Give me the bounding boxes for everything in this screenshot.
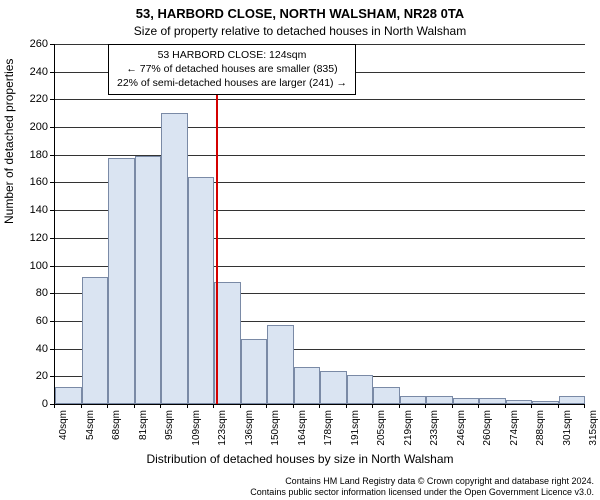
xtick-mark — [372, 404, 373, 408]
xtick-mark — [134, 404, 135, 408]
ytick-label: 100 — [18, 260, 48, 272]
annotation-line1: 53 HARBORD CLOSE: 124sqm — [117, 48, 347, 62]
bar — [506, 400, 533, 404]
reference-line — [216, 44, 218, 404]
xtick-mark — [531, 404, 532, 408]
ytick-label: 60 — [18, 315, 48, 327]
ytick-label: 200 — [18, 121, 48, 133]
ytick-mark — [50, 210, 54, 211]
x-axis-label: Distribution of detached houses by size … — [0, 452, 600, 466]
ytick-label: 220 — [18, 93, 48, 105]
bar — [373, 387, 400, 404]
bar — [320, 371, 347, 404]
bar — [347, 375, 374, 404]
xtick-mark — [293, 404, 294, 408]
ytick-mark — [50, 238, 54, 239]
xtick-mark — [81, 404, 82, 408]
xtick-mark — [187, 404, 188, 408]
annotation-line3: 22% of semi-detached houses are larger (… — [117, 76, 347, 90]
ytick-label: 120 — [18, 232, 48, 244]
xtick-mark — [107, 404, 108, 408]
xtick-mark — [319, 404, 320, 408]
ytick-mark — [50, 182, 54, 183]
ytick-mark — [50, 155, 54, 156]
bar — [294, 367, 321, 404]
bar — [188, 177, 215, 404]
gridline — [55, 99, 585, 100]
annotation-box: 53 HARBORD CLOSE: 124sqm ← 77% of detach… — [108, 44, 356, 95]
bar — [267, 325, 294, 404]
bar — [426, 396, 453, 404]
footer-line2: Contains public sector information licen… — [250, 487, 594, 498]
xtick-mark — [478, 404, 479, 408]
ytick-label: 260 — [18, 38, 48, 50]
ytick-mark — [50, 99, 54, 100]
ytick-label: 80 — [18, 287, 48, 299]
ytick-label: 20 — [18, 370, 48, 382]
ytick-label: 160 — [18, 176, 48, 188]
ytick-label: 40 — [18, 343, 48, 355]
chart-subtitle: Size of property relative to detached ho… — [0, 24, 600, 38]
chart-title: 53, HARBORD CLOSE, NORTH WALSHAM, NR28 0… — [0, 6, 600, 21]
plot-area — [54, 44, 585, 405]
ytick-mark — [50, 44, 54, 45]
ytick-mark — [50, 293, 54, 294]
bar — [241, 339, 268, 404]
xtick-mark — [584, 404, 585, 408]
gridline — [55, 127, 585, 128]
ytick-mark — [50, 349, 54, 350]
bar — [135, 156, 162, 404]
xtick-mark — [160, 404, 161, 408]
xtick-mark — [505, 404, 506, 408]
xtick-mark — [213, 404, 214, 408]
bar — [453, 398, 480, 404]
ytick-label: 140 — [18, 204, 48, 216]
bar — [559, 396, 586, 404]
xtick-mark — [240, 404, 241, 408]
ytick-mark — [50, 266, 54, 267]
xtick-mark — [399, 404, 400, 408]
footer-line1: Contains HM Land Registry data © Crown c… — [250, 476, 594, 487]
ytick-mark — [50, 376, 54, 377]
xtick-mark — [558, 404, 559, 408]
xtick-mark — [425, 404, 426, 408]
annotation-line2: ← 77% of detached houses are smaller (83… — [117, 62, 347, 76]
xtick-mark — [266, 404, 267, 408]
bar — [55, 387, 82, 404]
xtick-mark — [346, 404, 347, 408]
bar — [400, 396, 427, 404]
chart-container: 53, HARBORD CLOSE, NORTH WALSHAM, NR28 0… — [0, 0, 600, 500]
ytick-mark — [50, 127, 54, 128]
xtick-mark — [54, 404, 55, 408]
ytick-mark — [50, 72, 54, 73]
ytick-mark — [50, 321, 54, 322]
bar — [82, 277, 109, 404]
bar — [161, 113, 188, 404]
xtick-mark — [452, 404, 453, 408]
bar — [532, 401, 559, 404]
ytick-label: 0 — [18, 398, 48, 410]
ytick-label: 240 — [18, 66, 48, 78]
bar — [479, 398, 506, 404]
bar — [214, 282, 241, 404]
ytick-label: 180 — [18, 149, 48, 161]
y-axis-label: Number of detached properties — [2, 59, 16, 224]
footer: Contains HM Land Registry data © Crown c… — [250, 476, 594, 498]
bar — [108, 158, 135, 404]
